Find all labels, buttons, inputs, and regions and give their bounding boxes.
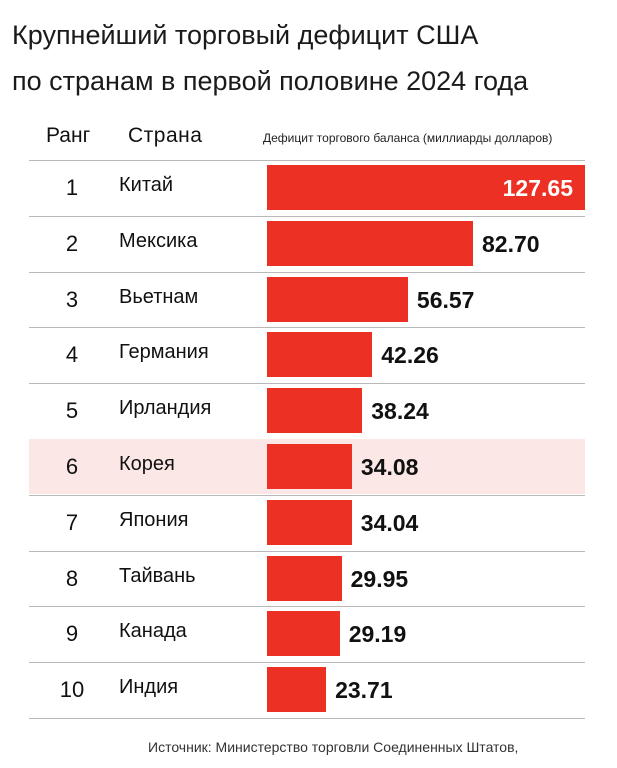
rank-label: 8 [65, 565, 79, 591]
rank-label: 7 [65, 509, 79, 535]
table-rule [29, 606, 585, 608]
value-label: 23.71 [335, 677, 393, 704]
bar [267, 444, 352, 489]
chart-title-line-2: по странам в первой половине 2024 года [12, 66, 529, 96]
table-rule [29, 383, 585, 385]
value-label: 56.57 [416, 286, 475, 313]
country-label: Мексика [119, 229, 198, 252]
value-label: 127.65 [502, 175, 573, 201]
country-label: Тайвань [119, 564, 196, 587]
rank-label: 4 [65, 342, 79, 368]
table-rule [29, 550, 585, 552]
table-row: 1 Китай [29, 160, 585, 215]
table-rule [29, 271, 585, 273]
country-label: Китай [119, 174, 174, 196]
table-rule [29, 718, 585, 719]
country-label: Корея [119, 453, 175, 475]
bar [267, 388, 363, 434]
value-label: 29.95 [350, 565, 409, 592]
bar [267, 611, 340, 657]
rank-label: 6 [65, 454, 79, 479]
table-rule [29, 215, 585, 217]
table-row: 8 Тайвань [29, 551, 585, 606]
bar [267, 276, 408, 322]
country-label: Ирландия [119, 397, 212, 420]
bar [267, 667, 327, 713]
table-rule [29, 494, 585, 496]
bar [267, 332, 373, 378]
country-label: Япония [119, 508, 189, 531]
source-note: Источник: Министерство торговли Соединен… [148, 739, 519, 755]
rank-label: 10 [59, 677, 85, 703]
column-header-rank: Ранг [46, 124, 91, 147]
country-label: Вьетнам [119, 285, 199, 308]
table-row: 9 Канада [29, 606, 585, 661]
table-row: 4 Германия [29, 327, 585, 382]
value-label: 34.04 [360, 509, 419, 536]
table-row: 3 Вьетнам [29, 272, 585, 327]
country-label: Индия [119, 676, 179, 699]
table-row: 10 Индия [29, 662, 585, 717]
table-row: 2 Мексика [29, 216, 585, 271]
bar [267, 555, 342, 601]
rank-label: 2 [65, 230, 79, 256]
country-label: Германия [119, 341, 209, 364]
table-rule [29, 160, 585, 161]
value-label: 29.19 [348, 621, 407, 648]
value-label: 82.70 [482, 230, 540, 257]
rank-label: 1 [65, 175, 79, 200]
rank-label: 5 [65, 398, 79, 424]
column-header-value: Дефицит торгового баланса (миллиарды дол… [263, 131, 553, 145]
chart-title-line-1: Крупнейший торговый дефицит США [12, 20, 479, 50]
value-label: 34.08 [360, 454, 419, 480]
value-label: 42.26 [381, 342, 439, 369]
value-label: 38.24 [371, 398, 429, 425]
table-row: 5 Ирландия [29, 383, 585, 438]
column-header-country: Страна [128, 124, 203, 147]
bar [267, 499, 352, 545]
table-rule [29, 662, 585, 664]
rank-label: 9 [65, 621, 79, 647]
bar [267, 165, 585, 210]
table-row: 7 Япония [29, 495, 585, 550]
rank-label: 3 [65, 286, 79, 312]
table-rule [29, 327, 585, 329]
bar [267, 220, 474, 266]
country-label: Канада [119, 620, 187, 643]
